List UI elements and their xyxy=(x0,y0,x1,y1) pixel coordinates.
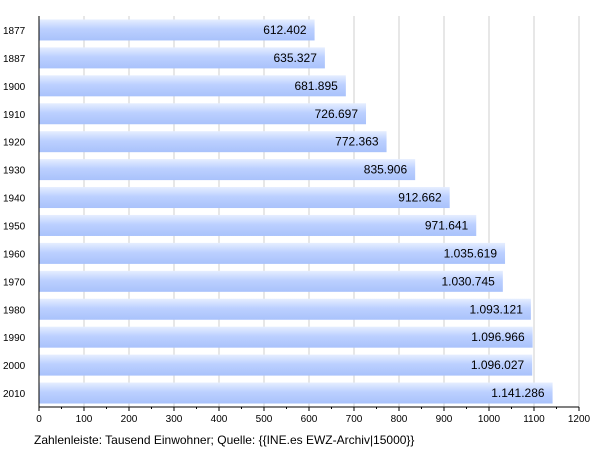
value-label: 1.030.745 xyxy=(441,274,495,288)
bar xyxy=(39,19,315,41)
x-tick-label: 800 xyxy=(391,414,408,425)
x-tick-label: 1200 xyxy=(568,414,591,425)
value-label: 1.035.619 xyxy=(444,246,498,260)
x-tick-label: 1100 xyxy=(523,414,545,425)
bar xyxy=(39,187,450,209)
x-tick-label: 900 xyxy=(436,414,453,425)
category-label: 1980 xyxy=(3,305,26,316)
value-label: 1.141.286 xyxy=(491,386,545,400)
category-label: 1910 xyxy=(3,110,26,121)
value-label: 971.641 xyxy=(425,218,469,232)
category-label: 1900 xyxy=(3,82,26,93)
category-label: 1940 xyxy=(3,194,26,205)
value-label: 835.906 xyxy=(364,163,408,177)
bar xyxy=(39,159,416,181)
value-label: 772.363 xyxy=(335,135,379,149)
x-tick-label: 0 xyxy=(36,414,42,425)
bar xyxy=(39,270,503,292)
value-label: 1.096.027 xyxy=(471,358,525,372)
value-label: 912.662 xyxy=(398,191,442,205)
bar xyxy=(39,103,367,125)
category-label: 1950 xyxy=(3,221,26,232)
axes: 1877 1887 1900 1910 1920 1930 1940 1950 1960 1970… xyxy=(3,16,591,425)
category-label: 1887 xyxy=(3,54,26,65)
category-label: 1877 xyxy=(3,26,26,37)
x-tick-label: 200 xyxy=(121,414,138,425)
x-tick-label: 1000 xyxy=(478,414,501,425)
bar xyxy=(39,298,531,320)
value-label: 1.096.966 xyxy=(471,330,525,344)
bar xyxy=(39,326,533,348)
x-tick-label: 300 xyxy=(166,414,183,425)
value-label: 612.402 xyxy=(263,23,307,37)
category-label: 1930 xyxy=(3,166,26,177)
value-label: 1.093.121 xyxy=(470,302,524,316)
grid-lines xyxy=(83,16,580,407)
bar xyxy=(39,131,387,153)
category-label: 2000 xyxy=(3,361,26,372)
category-label: 1960 xyxy=(3,249,26,260)
chart-footnote: Zahlenleiste: Tausend Einwohner; Quelle:… xyxy=(34,433,415,447)
bar xyxy=(39,47,325,69)
category-label: 1920 xyxy=(3,138,26,149)
bar xyxy=(39,75,346,97)
category-label: 1990 xyxy=(3,333,26,344)
bar xyxy=(39,354,533,376)
value-label: 635.327 xyxy=(274,51,318,65)
x-tick-label: 400 xyxy=(211,414,228,425)
x-tick-label: 100 xyxy=(76,414,93,425)
x-tick-label: 600 xyxy=(301,414,318,425)
value-label: 681.895 xyxy=(294,79,338,93)
value-label: 726.697 xyxy=(315,107,359,121)
category-label: 1970 xyxy=(3,277,26,288)
bar xyxy=(39,382,553,404)
bar xyxy=(39,242,506,264)
category-label: 2010 xyxy=(3,389,26,400)
x-tick-label: 700 xyxy=(346,414,363,425)
x-tick-label: 500 xyxy=(256,414,273,425)
bars: 612.402 635.327 681.895 726.697 772.363 835.9… xyxy=(39,19,553,404)
bar xyxy=(39,214,477,236)
